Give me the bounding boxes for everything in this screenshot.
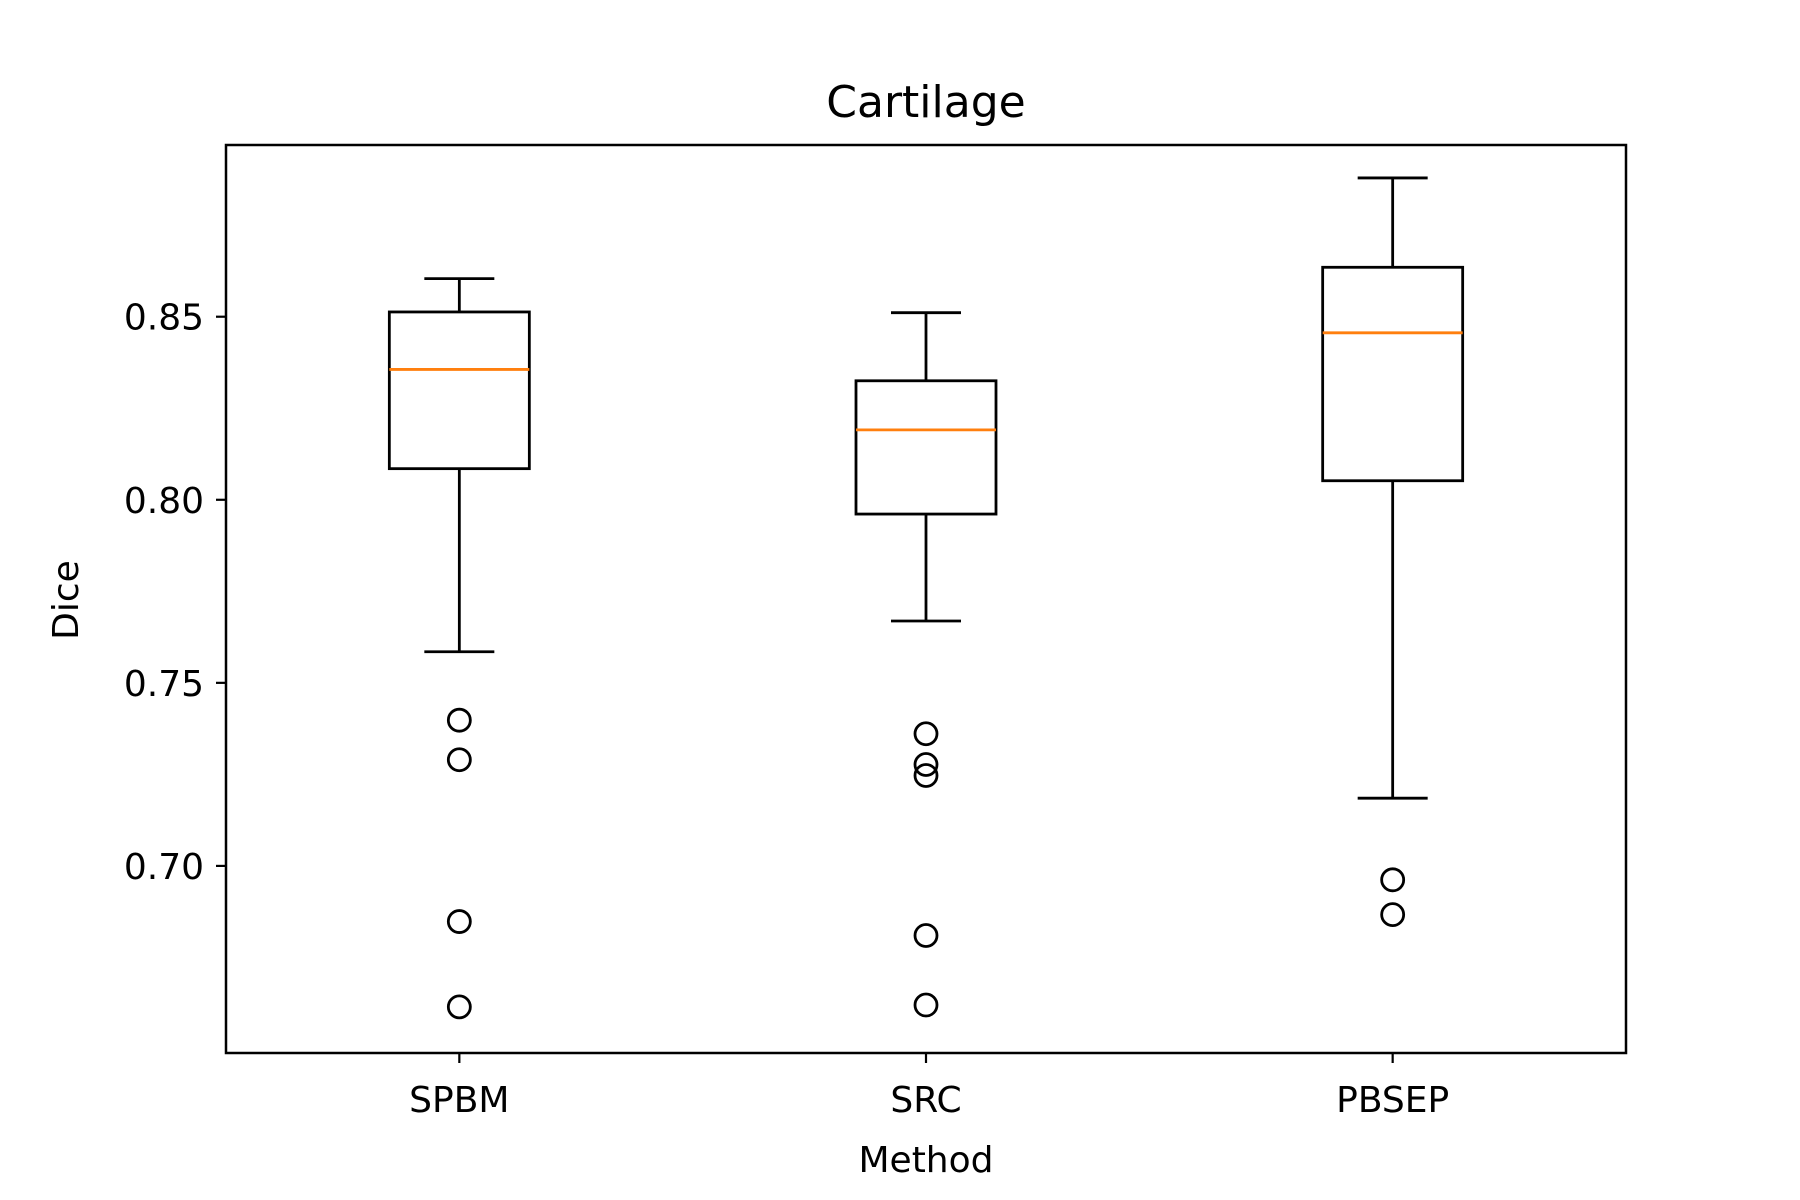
- outlier-point: [913, 992, 939, 1018]
- outlier-point: [1380, 902, 1406, 928]
- x-tick-label: SPBM: [409, 1080, 509, 1121]
- y-tick-label: 0.85: [124, 298, 204, 339]
- outlier-point: [1380, 867, 1406, 893]
- y-axis-label: Dice: [46, 560, 87, 640]
- outlier-point: [913, 763, 939, 788]
- outlier-point: [446, 747, 472, 773]
- iqr-box: [854, 379, 998, 516]
- y-tick-label: 0.80: [124, 481, 204, 522]
- box-group-spbm: [387, 277, 531, 1020]
- iqr-box: [387, 310, 531, 471]
- outlier-point: [913, 721, 939, 747]
- chart-title: Cartilage: [826, 77, 1025, 128]
- outlier-point: [446, 994, 472, 1020]
- x-tick-label: PBSEP: [1336, 1080, 1449, 1121]
- x-axis: SPBM SRC PBSEP: [409, 1053, 1449, 1121]
- y-axis: 0.70 0.75 0.80 0.85: [124, 298, 226, 888]
- y-tick-label: 0.75: [124, 664, 204, 705]
- outlier-point: [446, 909, 472, 934]
- box-group-src: [854, 311, 998, 1018]
- box-group-pbsep: [1321, 176, 1465, 928]
- outlier-point: [913, 752, 939, 777]
- plot-area: [387, 176, 1465, 1020]
- y-tick-label: 0.70: [124, 847, 204, 888]
- x-axis-label: Method: [858, 1140, 993, 1181]
- outlier-point: [446, 707, 472, 733]
- x-tick-label: SRC: [890, 1080, 961, 1121]
- iqr-box: [1321, 265, 1465, 483]
- outlier-point: [913, 923, 939, 948]
